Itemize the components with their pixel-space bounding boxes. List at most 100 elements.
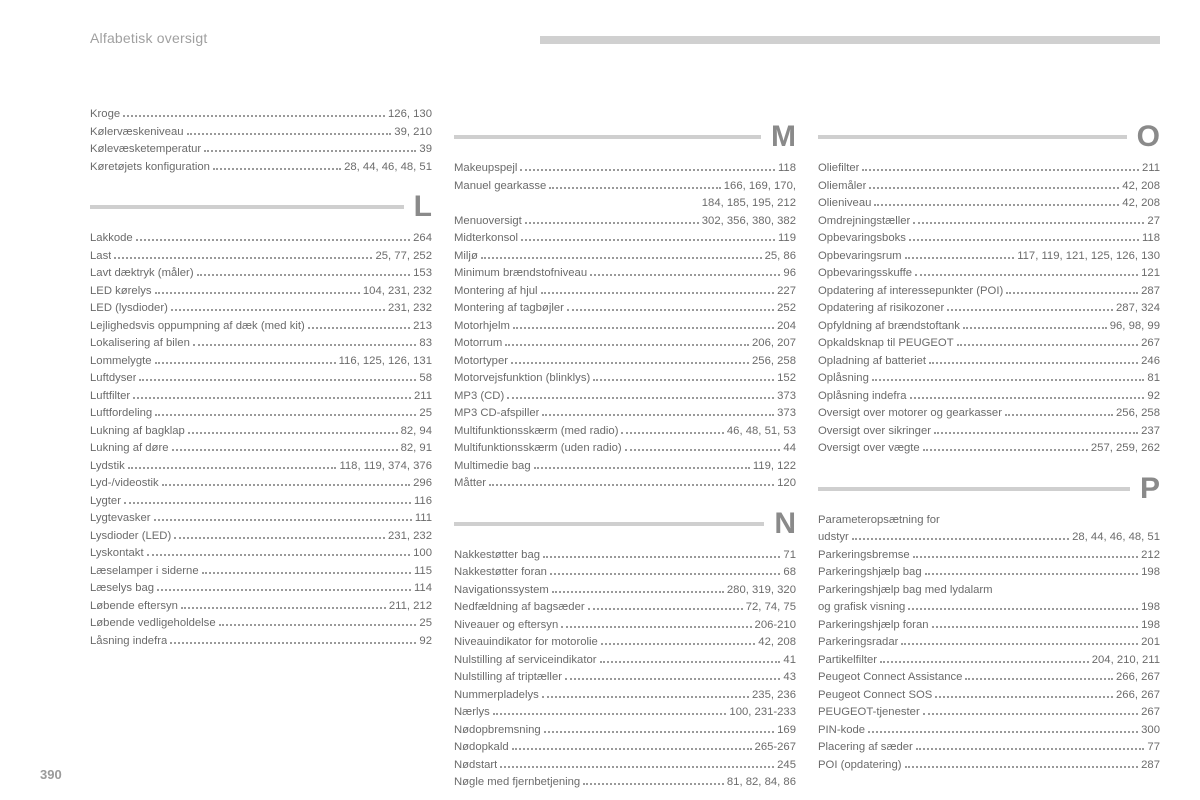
entry-dots [133, 397, 411, 399]
entry-dots [521, 239, 775, 241]
index-entry: Opbevaringsrum117, 119, 121, 125, 126, 1… [818, 248, 1160, 266]
entry-label: Oliefilter [818, 160, 859, 178]
entry-pages: 100, 231-233 [729, 704, 796, 722]
entry-dots [154, 519, 412, 521]
entry-label: Opdatering af risikozoner [818, 300, 944, 318]
section-letter: L [414, 190, 432, 224]
entry-label: Opbevaringsboks [818, 230, 906, 248]
entry-dots [1006, 292, 1138, 294]
entry-dots [197, 274, 411, 276]
entry-label: LED (lysdioder) [90, 300, 168, 318]
entry-dots [915, 274, 1138, 276]
entry-dots [550, 573, 781, 575]
entry-pages: 198 [1141, 564, 1160, 582]
entry-label: Lydstik [90, 458, 125, 476]
index-entry: Montering af tagbøjler252 [454, 300, 796, 318]
index-entry: MP3 CD-afspiller373 [454, 405, 796, 423]
entry-dots [513, 327, 774, 329]
index-entry: Oversigt over vægte257, 259, 262 [818, 440, 1160, 458]
entry-pages: 118 [1142, 230, 1160, 248]
entry-dots [155, 292, 360, 294]
entry-pages: 267 [1141, 704, 1160, 722]
entry-dots [947, 309, 1113, 311]
entry-dots [181, 607, 386, 609]
entry-pages: 287 [1141, 757, 1160, 775]
entry-label: PEUGEOT-tjenester [818, 704, 920, 722]
index-entry: Lukning af bagklap82, 94 [90, 423, 432, 441]
index-entry: Læselamper i siderne115 [90, 563, 432, 581]
entry-label: Lyskontakt [90, 545, 144, 563]
entry-label: Peugeot Connect SOS [818, 687, 932, 705]
entry-pages: 184, 185, 195, 212 [702, 195, 796, 213]
entry-dots [868, 731, 1138, 733]
entry-label: Løbende eftersyn [90, 598, 178, 616]
index-entry: Nakkestøtter foran68 [454, 564, 796, 582]
index-entry: LED (lysdioder) 231, 232 [90, 300, 432, 318]
index-entry: Nøgle med fjernbetjening81, 82, 84, 86 [454, 774, 796, 792]
entry-pages: 227 [777, 283, 796, 301]
entry-dots [593, 379, 774, 381]
section-divider: M [454, 120, 796, 154]
entry-dots [600, 661, 781, 663]
entry-label: Navigationssystem [454, 582, 549, 600]
entry-label: Makeupspejl [454, 160, 517, 178]
entry-pages: 266, 267 [1116, 687, 1160, 705]
entry-label: Parkeringshjælp bag [818, 564, 922, 582]
entry-dots [965, 678, 1113, 680]
entry-pages: 231, 232 [388, 300, 432, 318]
entry-dots [542, 696, 749, 698]
index-entry: Lejlighedsvis oppumpning af dæk (med kit… [90, 318, 432, 336]
index-entry: Peugeot Connect Assistance266, 267 [818, 669, 1160, 687]
entry-pages: 42, 208 [1122, 195, 1160, 213]
index-entry: Måtter120 [454, 475, 796, 493]
index-entry: Midterkonsol119 [454, 230, 796, 248]
index-entry: Navigationssystem280, 319, 320 [454, 582, 796, 600]
entry-dots [932, 626, 1139, 628]
index-entry: Nedfældning af bagsæder72, 74, 75 [454, 599, 796, 617]
entry-dots [869, 187, 1119, 189]
entry-dots [908, 608, 1138, 610]
entry-pages: 27 [1147, 213, 1160, 231]
entry-dots [171, 309, 385, 311]
entry-pages: 287, 324 [1116, 300, 1160, 318]
entry-dots [187, 133, 392, 135]
entry-pages: 116 [414, 493, 432, 511]
section-divider: O [818, 120, 1160, 154]
entry-label: POI (opdatering) [818, 757, 902, 775]
index-entry: 184, 185, 195, 212 [454, 195, 796, 213]
entry-dots [905, 257, 1015, 259]
index-entry: Nakkestøtter bag71 [454, 547, 796, 565]
entry-label: Parkeringsradar [818, 634, 898, 652]
entry-pages: 373 [777, 405, 796, 423]
entry-dots [852, 538, 1069, 540]
entry-dots [219, 624, 417, 626]
entry-pages: 44 [783, 440, 796, 458]
entry-label: Parkeringshjælp foran [818, 617, 929, 635]
entry-pages: 82, 91 [401, 440, 432, 458]
entry-pages: 206, 207 [752, 335, 796, 353]
entry-label: Nødopkald [454, 739, 509, 757]
entry-pages: 25 [419, 405, 432, 423]
entry-pages: 28, 44, 46, 48, 51 [1072, 529, 1160, 547]
entry-pages: 211 [414, 388, 432, 406]
entry-label: Oversigt over vægte [818, 440, 920, 458]
entry-dots [308, 327, 410, 329]
entry-label: Luftfordeling [90, 405, 152, 423]
entry-label: Lakkode [90, 230, 133, 248]
entry-dots [172, 449, 398, 451]
index-entry: Manuel gearkasse166, 169, 170, [454, 178, 796, 196]
entry-label: Opdatering af interessepunkter (POI) [818, 283, 1003, 301]
entry-dots [590, 274, 780, 276]
index-entry: Opdatering af interessepunkter (POI)287 [818, 283, 1160, 301]
entry-pages: 204, 210, 211 [1092, 652, 1160, 670]
index-column: OOliefilter211Oliemåler42, 208Olieniveau… [818, 106, 1160, 792]
index-entry: Motorvejsfunktion (blinklys)152 [454, 370, 796, 388]
entry-dots [862, 169, 1139, 171]
entry-dots [935, 696, 1113, 698]
index-entry: Løbende vedligeholdelse25 [90, 615, 432, 633]
entry-pages: 83 [419, 335, 432, 353]
entry-dots [963, 327, 1107, 329]
entry-dots [155, 362, 336, 364]
entry-label: Lavt dæktryk (måler) [90, 265, 194, 283]
index-entry: PIN-kode300 [818, 722, 1160, 740]
